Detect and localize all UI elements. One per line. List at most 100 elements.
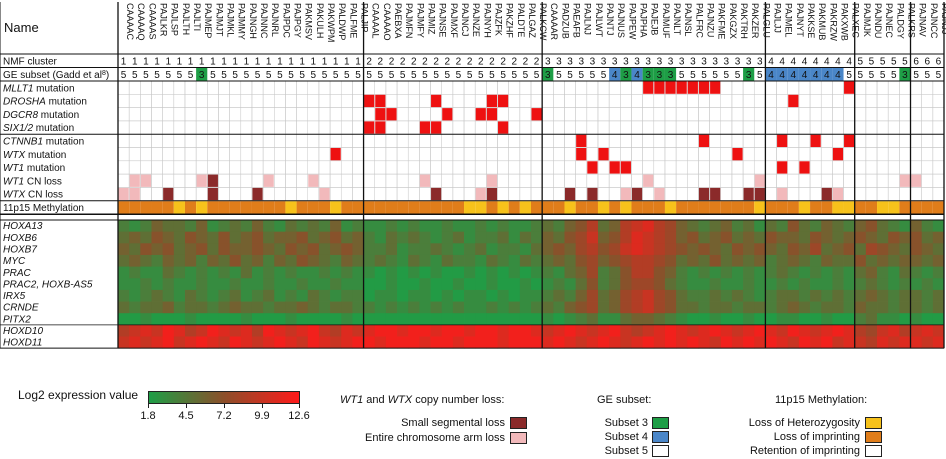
alteration-grid-cell [262, 80, 275, 95]
expression-cell [765, 231, 777, 244]
expression-cell [274, 324, 286, 337]
alteration-grid-cell [274, 160, 286, 175]
alteration-grid-cell [173, 173, 186, 188]
cn-loss-item-label: Entire chromosome arm loss [365, 432, 505, 444]
alteration-grid-cell [887, 173, 900, 188]
alteration-grid-cell [140, 94, 152, 108]
expression-cell [631, 243, 644, 256]
expression-cell [832, 324, 844, 337]
expression-cell [452, 313, 465, 326]
expression-cell [162, 301, 175, 314]
alteration-grid-cell [608, 94, 621, 108]
expression-cell [441, 289, 454, 302]
mutation-cell [442, 108, 453, 121]
expression-cell [341, 313, 353, 326]
expression-cell [363, 313, 376, 326]
ge-subset-value: 5 [556, 70, 562, 81]
nmf-cluster-value: 3 [701, 57, 707, 68]
alteration-grid-cell [586, 107, 599, 122]
alteration-grid-cell [363, 133, 375, 148]
alteration-grid-cell [553, 160, 565, 175]
expression-cell [408, 278, 420, 291]
expression-cell [151, 254, 164, 267]
alteration-grid-cell [530, 147, 543, 162]
expression-cell [620, 220, 632, 233]
alteration-grid-cell [910, 133, 922, 148]
expression-cell [464, 324, 476, 337]
expression-cell [151, 243, 164, 256]
alteration-grid-cell [340, 120, 353, 135]
expression-cell [162, 254, 175, 267]
alteration-grid-cell [340, 187, 353, 201]
methylation-cell [430, 201, 442, 214]
cn-loss-arm-cell [911, 174, 922, 187]
alteration-grid-cell [664, 173, 677, 188]
expression-cell [687, 266, 699, 279]
ge-subset-value: 5 [735, 70, 741, 81]
alteration-grid-cell [854, 133, 867, 148]
expression-cell [664, 220, 677, 233]
methylation-cell [285, 201, 297, 214]
alteration-grid-cell [720, 94, 733, 108]
expression-cell [664, 301, 677, 314]
ge-subset-row-label: GE subset (Gadd et al8) [3, 70, 109, 82]
expression-cell [397, 289, 409, 302]
expression-cell [151, 266, 164, 279]
alteration-grid-cell [620, 133, 632, 148]
expression-cell [810, 254, 822, 267]
nmf-cluster-value: 1 [333, 57, 339, 68]
alteration-grid-cell [162, 94, 175, 108]
expression-cell [754, 266, 766, 279]
alteration-grid-cell [486, 80, 498, 95]
alteration-grid-cell [117, 147, 130, 162]
expression-cell [664, 254, 677, 267]
expression-cell [620, 278, 632, 291]
alteration-grid-cell [296, 107, 309, 122]
alteration-grid-cell [162, 147, 175, 162]
expression-cell [508, 336, 521, 349]
expression-cell [296, 278, 309, 291]
expression-cell [854, 254, 867, 267]
expression-cell [285, 243, 297, 256]
sample-name-label: PAKULH [315, 3, 325, 38]
alteration-grid-cell [251, 173, 264, 188]
expression-cell [776, 336, 789, 349]
cn-loss-segmental-cell [252, 187, 263, 201]
alteration-grid-cell [497, 187, 509, 201]
expression-cell [497, 231, 510, 244]
expression-cell [497, 336, 510, 349]
alteration-grid-cell [285, 147, 297, 162]
expression-cell [441, 336, 454, 349]
ge-subset-value: 5 [344, 70, 350, 81]
expression-cell [687, 336, 699, 349]
alteration-grid-cell [653, 173, 666, 188]
expression-cell [921, 301, 934, 314]
nmf-cluster-value: 1 [355, 57, 361, 68]
expression-cell [854, 336, 867, 349]
methylation-cell [363, 201, 375, 214]
expression-cell [877, 243, 889, 256]
expression-cell [865, 324, 878, 337]
expression-cell [787, 301, 800, 314]
nmf-cluster-value: 1 [165, 57, 171, 68]
expression-cell [363, 324, 376, 337]
alteration-grid-cell [709, 120, 722, 135]
alteration-grid-cell [899, 133, 911, 148]
alteration-grid-cell [285, 187, 297, 201]
ge-subset-cell [776, 68, 788, 81]
expression-cell [597, 289, 610, 302]
ge-subset-value: 4 [634, 70, 640, 81]
expression-cell [776, 324, 789, 337]
sample-name-label: PAJNRL [270, 3, 280, 37]
alteration-grid-cell [742, 147, 755, 162]
expression-cell [374, 278, 387, 291]
nmf-cluster-value: 5 [902, 57, 908, 68]
ge-subset-value: 5 [757, 70, 763, 81]
expression-cell [497, 301, 510, 314]
expression-cell [441, 324, 454, 337]
expression-cell [843, 336, 856, 349]
ge-subset-value: 5 [724, 70, 730, 81]
alteration-grid-cell [899, 107, 911, 122]
sample-name-label: PAKZER [750, 3, 760, 39]
expression-cell [363, 336, 376, 349]
